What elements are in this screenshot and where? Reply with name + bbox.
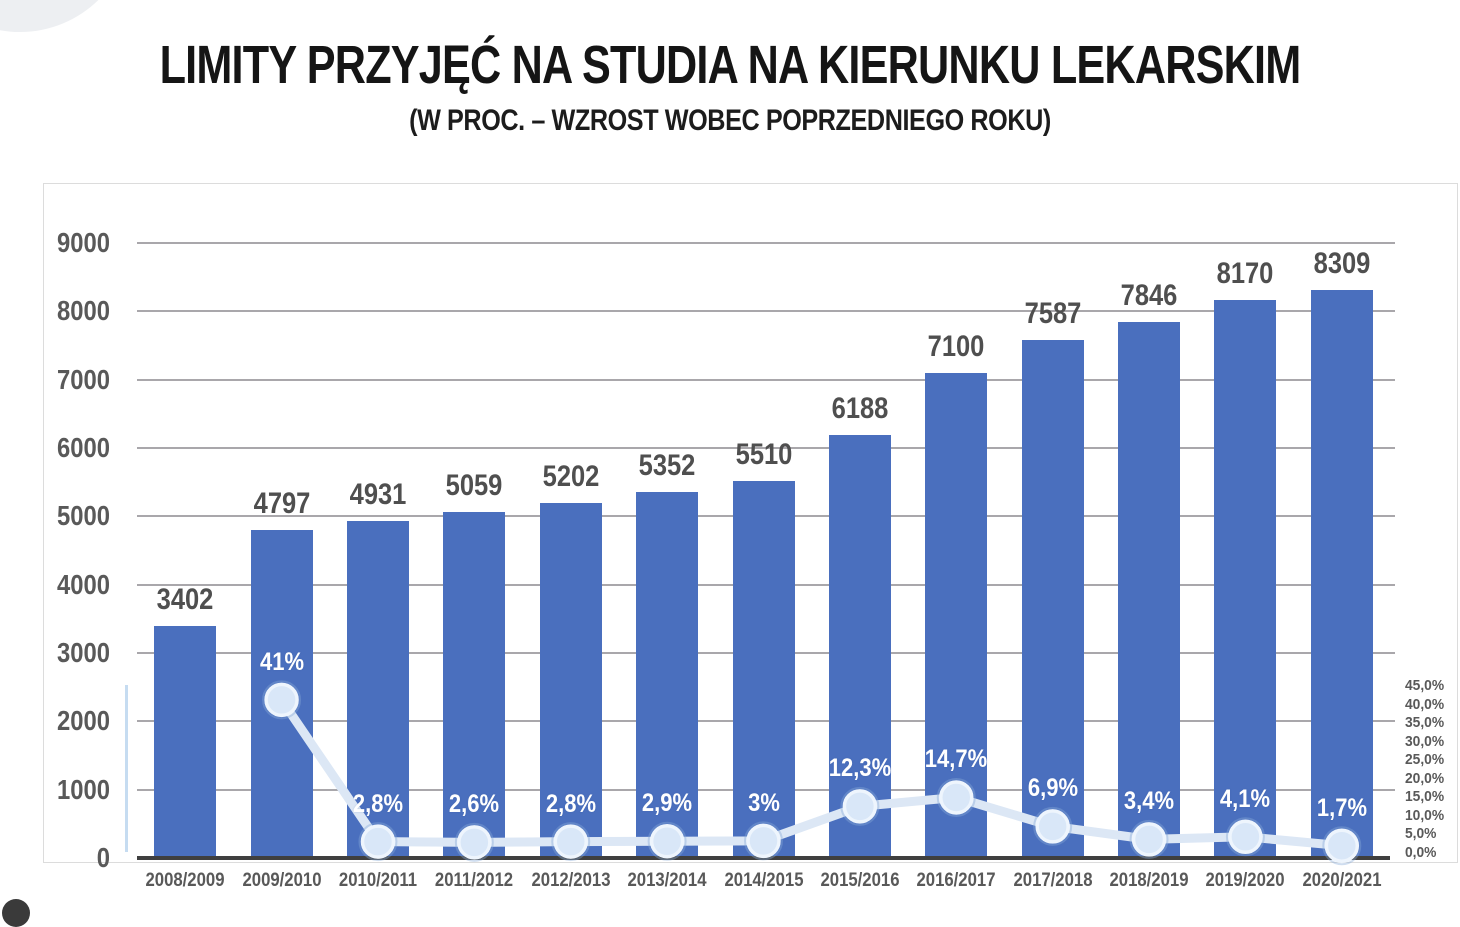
bar [1214, 299, 1277, 858]
x-axis-label: 2016/2017 [916, 870, 996, 891]
right-axis-label: 35,0% [1405, 714, 1445, 732]
x-axis-label: 2010/2011 [338, 870, 418, 891]
pct-point-label: 2,6% [449, 790, 500, 819]
secondary-axis-line [125, 685, 128, 852]
right-axis-label: 15,0% [1405, 788, 1445, 806]
decor-circle-top-left [0, 0, 132, 32]
pct-point-label: 6,9% [1027, 774, 1078, 803]
pct-point-label: 41% [259, 647, 304, 676]
gridline [137, 447, 1395, 449]
pct-point-label: 3,4% [1123, 787, 1175, 816]
x-axis-label: 2011/2012 [435, 870, 514, 891]
pct-point-label: 2,8% [545, 789, 596, 818]
right-axis-label: 10,0% [1405, 806, 1445, 824]
x-axis-label: 2009/2010 [242, 870, 322, 891]
bar-value-label: 5510 [735, 438, 792, 472]
gridline [137, 378, 1395, 381]
pct-point-label: 14,7% [925, 745, 988, 774]
bar-value-label: 8170 [1217, 256, 1274, 290]
pct-point-label: 3% [747, 788, 780, 817]
bar [828, 435, 891, 858]
x-axis-label: 2013/2014 [627, 870, 707, 891]
bar-value-label: 3402 [156, 582, 214, 616]
pct-point-label: 4,1% [1220, 784, 1271, 813]
gridline [137, 242, 1395, 244]
bar-value-label: 5059 [445, 469, 503, 503]
bar-value-label: 5202 [542, 459, 600, 493]
pct-point-label: 12,3% [828, 754, 892, 783]
bar [925, 372, 988, 858]
right-axis-label: 45,0% [1405, 677, 1445, 694]
axis-line [137, 856, 1390, 860]
x-axis-label: 2008/2009 [145, 870, 225, 891]
y-axis-label: 2000 [57, 705, 110, 737]
y-axis-label: 7000 [57, 363, 110, 395]
x-axis-label: 2017/2018 [1013, 870, 1093, 891]
y-axis-label: 3000 [57, 637, 110, 668]
bar [250, 530, 313, 858]
chart-subtitle: (W PROC. – WZROST WOBEC POPRZEDNIEGO ROK… [409, 104, 1051, 137]
pct-point-label: 1,7% [1316, 793, 1367, 822]
bar-value-label: 7846 [1120, 278, 1178, 312]
y-axis-label: 1000 [57, 773, 110, 805]
bar-value-label: 8309 [1313, 247, 1371, 281]
x-axis-label: 2015/2016 [820, 870, 900, 891]
bar-value-label: 7100 [927, 329, 985, 363]
x-axis-label: 2018/2019 [1109, 870, 1189, 891]
y-axis-label: 8000 [57, 295, 110, 327]
right-axis-label: 20,0% [1405, 769, 1445, 787]
y-axis-label: 5000 [57, 500, 110, 532]
right-axis-label: 0,0% [1405, 844, 1437, 861]
pct-point-label: 2,8% [352, 789, 404, 818]
x-axis-label: 2014/2015 [723, 870, 804, 891]
bar-value-label: 5352 [638, 449, 696, 483]
bar [154, 625, 217, 858]
right-axis-label: 30,0% [1405, 732, 1445, 750]
bar-value-label: 4931 [349, 478, 407, 512]
x-axis-label: 2019/2020 [1205, 870, 1285, 891]
y-axis-label: 0 [96, 842, 110, 873]
bar-value-label: 7587 [1024, 296, 1082, 330]
y-axis-label: 4000 [57, 568, 110, 600]
pct-point-label: 2,9% [642, 789, 693, 818]
x-axis-label: 2020/2021 [1302, 870, 1382, 891]
chart-title: LIMITY PRZYJĘĆ NA STUDIA NA KIERUNKU LEK… [159, 35, 1302, 95]
right-axis-label: 25,0% [1405, 751, 1445, 769]
bar [1118, 321, 1181, 858]
bar [1310, 290, 1373, 858]
decor-circle-bottom-left [2, 899, 30, 927]
y-axis-label: 9000 [57, 227, 110, 258]
gridline [137, 310, 1395, 313]
y-axis-label: 6000 [57, 432, 110, 463]
right-axis-label: 40,0% [1405, 695, 1445, 713]
bar-value-label: 4797 [253, 487, 310, 521]
bar-value-label: 6188 [831, 392, 889, 426]
right-axis-label: 5,0% [1405, 825, 1437, 843]
x-axis-label: 2012/2013 [531, 870, 611, 891]
